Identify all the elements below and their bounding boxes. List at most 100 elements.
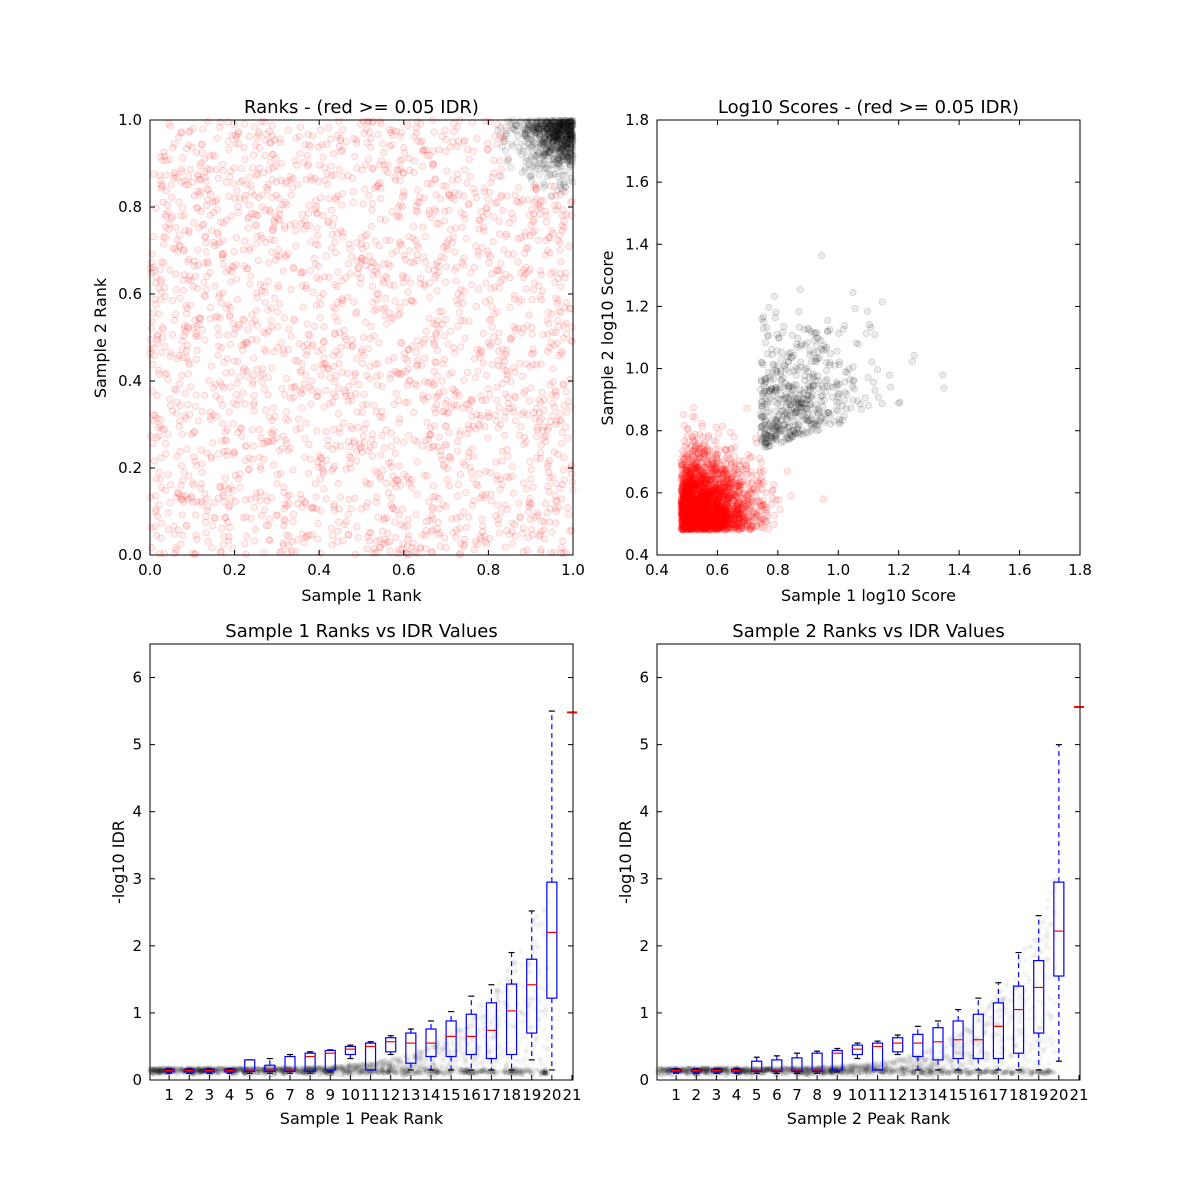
scatter-point-red bbox=[482, 371, 491, 380]
scatter-point-red bbox=[221, 436, 229, 444]
scatter-point-red bbox=[250, 407, 258, 415]
scatter-point-red bbox=[552, 328, 560, 337]
scatter-point-red bbox=[446, 191, 454, 200]
scatter-point-red bbox=[234, 202, 242, 211]
scatter-point-red bbox=[332, 248, 340, 257]
scatter-point-red bbox=[285, 325, 293, 333]
scatter-point-red bbox=[417, 120, 425, 128]
scatter-point-red bbox=[441, 207, 449, 215]
scatter-point-red bbox=[396, 415, 404, 423]
scatter-point-red bbox=[563, 408, 571, 416]
scatter-point-red bbox=[428, 512, 436, 520]
scatter-point-red bbox=[471, 425, 480, 433]
scatter-point-red bbox=[506, 274, 514, 282]
scatter-point-red bbox=[461, 215, 469, 223]
scatter-point-red bbox=[312, 493, 320, 501]
scatter-point-red bbox=[453, 143, 461, 151]
scatter-point-red bbox=[497, 260, 505, 268]
scatter-point-red bbox=[322, 360, 330, 368]
scatter-point-red bbox=[309, 132, 317, 140]
scatter-point-red bbox=[303, 151, 312, 160]
scatter-point-red bbox=[217, 343, 225, 352]
scatter-point-red bbox=[506, 303, 514, 311]
scatter-point-red bbox=[540, 434, 548, 442]
scatter-point-red bbox=[369, 271, 377, 279]
scatter-point-red bbox=[394, 311, 402, 319]
scatter-point-red bbox=[318, 345, 326, 353]
scatter-point-red bbox=[395, 419, 403, 427]
scatter-point-red bbox=[164, 471, 172, 479]
scatter-point-red bbox=[200, 391, 209, 399]
scatter-point-red bbox=[223, 425, 231, 434]
scatter-point-red bbox=[414, 186, 422, 194]
scatter-point-red bbox=[243, 367, 251, 375]
scatter-point-red bbox=[295, 339, 303, 348]
scatter-point-red bbox=[294, 181, 302, 189]
scatter-point-red bbox=[313, 224, 321, 232]
scatter-point-red bbox=[345, 452, 353, 460]
scatter-point-red bbox=[403, 274, 411, 282]
scatter-point-red bbox=[387, 501, 395, 509]
scatter-point-red bbox=[551, 388, 559, 396]
scatter-point-red bbox=[493, 198, 501, 206]
scatter-point-red bbox=[312, 240, 320, 248]
scatter-point-red bbox=[484, 145, 492, 154]
scatter-point-red bbox=[406, 376, 414, 384]
scatter-point-red bbox=[529, 345, 537, 353]
scatter-point-red bbox=[321, 176, 329, 184]
scatter-point-red bbox=[263, 437, 271, 445]
scatter-point-red bbox=[327, 206, 336, 214]
scatter-point-red bbox=[286, 445, 294, 453]
scatter-point-red bbox=[346, 269, 354, 278]
scatter-point-red bbox=[226, 173, 234, 181]
scatter-point-red bbox=[241, 237, 249, 245]
scatter-point-red bbox=[551, 491, 559, 500]
scatter-point-red bbox=[315, 161, 324, 169]
scatter-point-red bbox=[557, 348, 566, 356]
scatter-point-red bbox=[368, 452, 376, 460]
scatter-point-red bbox=[559, 466, 567, 474]
scatter-point-red bbox=[263, 186, 271, 194]
scatter-point-red bbox=[496, 485, 504, 493]
scatter-point-red bbox=[326, 400, 334, 408]
scatter-point-red bbox=[483, 203, 491, 211]
scatter-point-red bbox=[233, 379, 241, 388]
scatter-point-red bbox=[689, 404, 697, 412]
scatter-point-red bbox=[204, 537, 212, 545]
scatter-point-red bbox=[558, 480, 567, 489]
scatter-point-red bbox=[161, 292, 169, 301]
scatter-point-red bbox=[239, 389, 247, 397]
scatter-point-red bbox=[468, 281, 476, 289]
scatter-point-red bbox=[410, 157, 419, 165]
scatter-point-red bbox=[316, 314, 324, 322]
scatter-point-red bbox=[493, 383, 501, 391]
scatter-point-red bbox=[167, 181, 175, 189]
scatter-point-red bbox=[204, 259, 212, 268]
scatter-point-red bbox=[364, 155, 373, 163]
scatter-point-red bbox=[511, 291, 519, 299]
scatter-point-red bbox=[334, 479, 342, 488]
scatter-point-red bbox=[370, 401, 378, 409]
scatter-point-red bbox=[269, 150, 277, 159]
scatter-point-black bbox=[531, 181, 539, 189]
scatter-point-red bbox=[463, 179, 471, 187]
scatter-point-red bbox=[501, 543, 510, 551]
scatter-point-red bbox=[329, 464, 338, 472]
scatter-point-red bbox=[255, 131, 263, 139]
scatter-point-red bbox=[162, 187, 170, 195]
scatter-point-red bbox=[244, 326, 252, 334]
scatter-point-red bbox=[451, 189, 459, 197]
scatter-point-red bbox=[449, 385, 457, 393]
scatter-point-red bbox=[359, 333, 368, 342]
scatter-point-red bbox=[552, 386, 560, 394]
scatter-point-red bbox=[250, 210, 258, 218]
scatter-point-red bbox=[193, 346, 201, 354]
x-tick-label: 0.2 bbox=[223, 561, 247, 579]
scatter-point-red bbox=[308, 377, 316, 385]
scatter-point-red bbox=[551, 278, 559, 287]
scatter-point-red bbox=[240, 262, 248, 270]
scatter-point-red bbox=[147, 432, 155, 440]
scatter-point-red bbox=[540, 406, 548, 415]
scatter-point-red bbox=[507, 378, 515, 386]
scatter-point-red bbox=[276, 135, 284, 143]
